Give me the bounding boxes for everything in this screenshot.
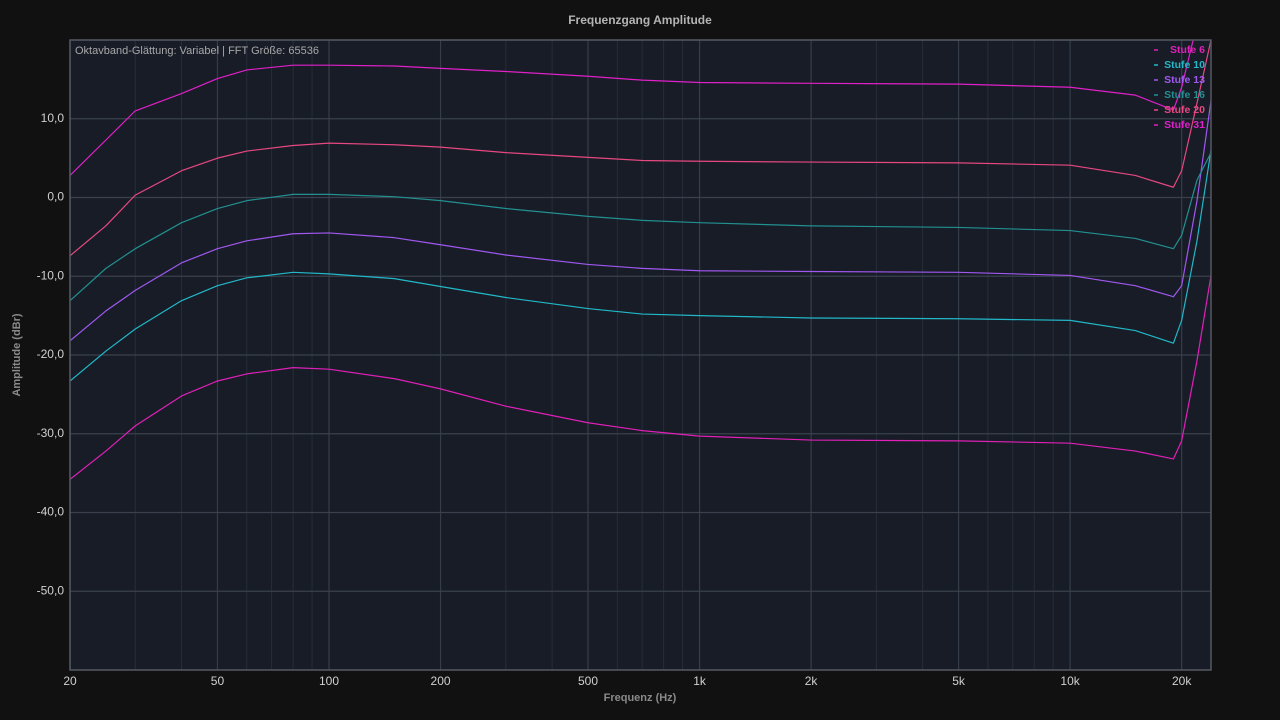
legend-label: Stufe 10 xyxy=(1164,59,1205,71)
x-tick-label: 100 xyxy=(319,674,339,688)
grid xyxy=(69,40,1211,670)
y-tick-label: -20,0 xyxy=(37,347,65,361)
x-tick-label: 20 xyxy=(63,674,77,688)
annotation: Oktavband-Glättung: Variabel | FFT Größe… xyxy=(75,45,319,57)
legend-label: Stufe 6 xyxy=(1170,44,1205,56)
labels: 20 50 100 200 500 1k 2k 5k 10k 20k 10,0 0,0 -10,0 -20… xyxy=(37,44,1206,688)
series-line xyxy=(70,40,1194,176)
x-tick-label: 50 xyxy=(211,674,225,688)
x-tick-label: 10k xyxy=(1060,674,1080,688)
plot-border xyxy=(69,39,1212,671)
series-line xyxy=(70,275,1211,480)
y-tick-label: 0,0 xyxy=(47,190,64,204)
y-tick-label: 10,0 xyxy=(41,111,65,125)
legend-label: Stufe 31 xyxy=(1164,119,1205,131)
legend-label: Stufe 13 xyxy=(1164,74,1205,86)
y-tick-label: -50,0 xyxy=(37,583,65,597)
legend-label: Stufe 16 xyxy=(1164,89,1205,101)
y-tick-label: -10,0 xyxy=(37,268,65,282)
x-tick-label: 5k xyxy=(952,674,966,688)
y-tick-label: -30,0 xyxy=(37,426,65,440)
chart-title: Frequenzgang Amplitude xyxy=(568,13,712,27)
x-tick-label: 200 xyxy=(431,674,451,688)
lines xyxy=(70,40,1211,480)
series-line xyxy=(70,150,1211,382)
x-tick-label: 500 xyxy=(578,674,598,688)
x-tick-label: 2k xyxy=(805,674,819,688)
y-axis-label: Amplitude (dBr) xyxy=(11,313,23,396)
legend-label: Stufe 20 xyxy=(1164,104,1205,116)
y-tick-label: -40,0 xyxy=(37,505,65,519)
series-line xyxy=(70,152,1211,302)
x-axis-label: Frequenz (Hz) xyxy=(604,692,677,704)
x-tick-label: 20k xyxy=(1172,674,1192,688)
series-line xyxy=(70,40,1211,257)
x-tick-label: 1k xyxy=(693,674,707,688)
series-line xyxy=(70,100,1211,342)
